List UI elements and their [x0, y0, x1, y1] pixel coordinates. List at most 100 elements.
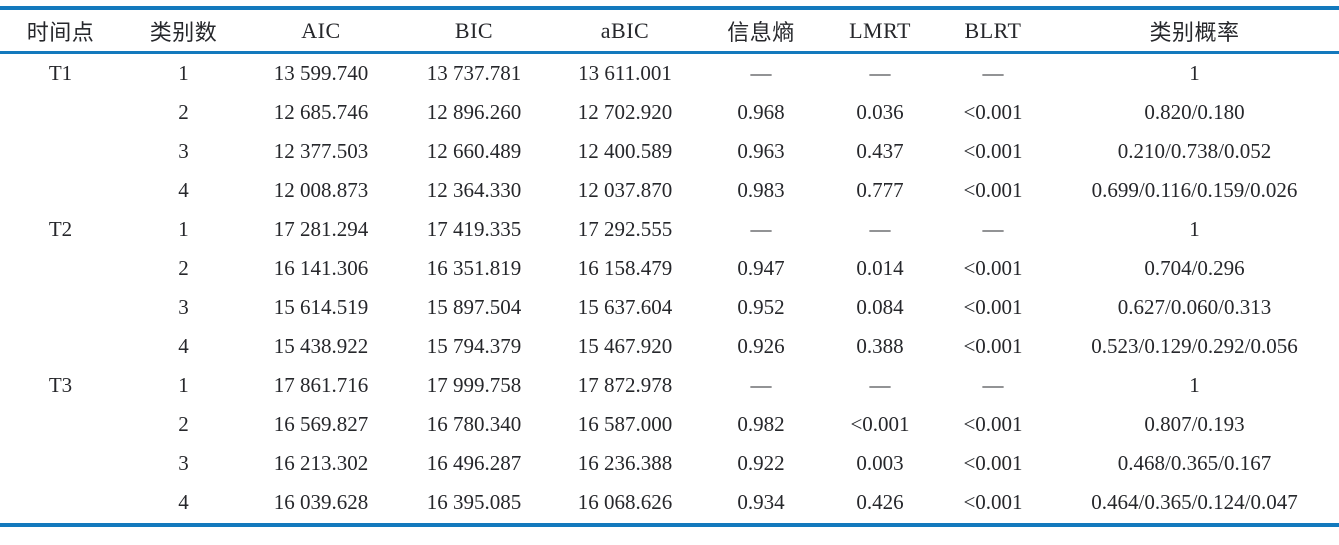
table-cell: 12 896.260 [426, 100, 522, 124]
table-cell: 0.777 [856, 178, 904, 202]
table-cell: 16 351.819 [426, 256, 522, 280]
table-cell: 16 395.085 [426, 490, 522, 514]
table-cell: 3 [178, 295, 189, 319]
table-row: T3 1 17 861.716 17 999.758 17 872.978 — — — 1 [0, 366, 1339, 405]
table-cell: 16 780.340 [426, 412, 522, 436]
table-cell: 12 377.503 [273, 139, 369, 163]
table-cell: — [982, 373, 1004, 397]
table-cell: 16 141.306 [273, 256, 369, 280]
table-bottom-rule [0, 523, 1339, 527]
table-cell: <0.001 [963, 412, 1023, 436]
table-cell: 17 872.978 [577, 373, 673, 397]
table-row: 2 12 685.746 12 896.260 12 702.920 0.968 0.03… [0, 93, 1339, 132]
table-cell: <0.001 [963, 334, 1023, 358]
table-cell: <0.001 [963, 295, 1023, 319]
column-header-2: 类别数 [121, 10, 246, 54]
table-cell: 0.464/0.365/0.124/0.047 [1091, 490, 1298, 514]
table-row: 3 15 614.519 15 897.504 15 637.604 0.952 0.08… [0, 288, 1339, 327]
table-cell: T1 [48, 61, 73, 85]
table-row: 2 16 569.827 16 780.340 16 587.000 0.982 <0.0… [0, 405, 1339, 444]
model-fit-table: 时间点 类别数 AIC BIC aBIC 信息熵 LMRT BLRT 类别概率 T1 1 13 59… [0, 10, 1339, 522]
table-cell [0, 405, 121, 444]
table-cell: 1 [178, 61, 189, 85]
table-cell: 0.947 [737, 256, 785, 280]
table-top-rule [0, 6, 1339, 10]
table-cell: 0.934 [737, 490, 785, 514]
table-row: 4 16 039.628 16 395.085 16 068.626 0.934 0.42… [0, 483, 1339, 522]
table-cell: 17 419.335 [426, 217, 522, 241]
table-cell: 15 467.920 [577, 334, 673, 358]
table-cell: 4 [178, 490, 189, 514]
table-cell: 3 [178, 139, 189, 163]
table-cell: 0.704/0.296 [1144, 256, 1245, 280]
table-cell: — [750, 61, 772, 85]
table-cell: — [982, 61, 1004, 85]
table-cell: 15 614.519 [273, 295, 369, 319]
table-cell: 3 [178, 451, 189, 475]
column-header-9: 类别概率 [1050, 10, 1339, 54]
table-body: T1 1 13 599.740 13 737.781 13 611.001— — —1 2 12… [0, 53, 1339, 523]
table-cell: 0.922 [737, 451, 785, 475]
table-cell: 15 438.922 [273, 334, 369, 358]
header-row: 时间点 类别数 AIC BIC aBIC 信息熵 LMRT BLRT 类别概率 [0, 10, 1339, 54]
table-row: T2 1 17 281.294 17 419.335 17 292.555 — — — 1 [0, 210, 1339, 249]
table-cell [0, 288, 121, 327]
table-cell: 0.983 [737, 178, 785, 202]
table-row: 3 16 213.302 16 496.287 16 236.388 0.922 0.00… [0, 444, 1339, 483]
table-cell: 0.807/0.193 [1144, 412, 1245, 436]
column-header-7: LMRT [824, 10, 936, 54]
table-cell: 0.968 [737, 100, 785, 124]
table-cell: 0.210/0.738/0.052 [1117, 139, 1272, 163]
table-row: 4 15 438.922 15 794.379 15 467.920 0.926 0.38… [0, 327, 1339, 366]
table-cell: 16 587.000 [577, 412, 673, 436]
table-cell: 0.036 [856, 100, 904, 124]
table-cell: 1 [1189, 61, 1200, 85]
table-cell: <0.001 [963, 451, 1023, 475]
table-row: 4 12 008.873 12 364.330 12 037.870 0.983 0.77… [0, 171, 1339, 210]
table-cell: 0.084 [856, 295, 904, 319]
table-row: 3 12 377.503 12 660.489 12 400.589 0.963 0.43… [0, 132, 1339, 171]
table-cell: 0.426 [856, 490, 904, 514]
table-cell: 16 039.628 [273, 490, 369, 514]
table-cell [0, 171, 121, 210]
table-cell: 15 637.604 [577, 295, 673, 319]
table-cell: 17 861.716 [273, 373, 369, 397]
table-cell: <0.001 [963, 100, 1023, 124]
table-cell: 16 496.287 [426, 451, 522, 475]
column-header-3: AIC [246, 10, 396, 54]
table-cell [0, 249, 121, 288]
table-cell [0, 444, 121, 483]
table-cell [0, 132, 121, 171]
table-cell: 0.437 [856, 139, 904, 163]
table-cell: <0.001 [963, 139, 1023, 163]
table-cell: 17 292.555 [577, 217, 673, 241]
table-cell: 17 999.758 [426, 373, 522, 397]
table-cell: <0.001 [850, 412, 910, 436]
table-cell: — [750, 217, 772, 241]
table-cell: 0.014 [856, 256, 904, 280]
table-cell: — [869, 61, 891, 85]
table-cell: 0.699/0.116/0.159/0.026 [1091, 178, 1298, 202]
table-cell [0, 483, 121, 522]
table-cell: — [750, 373, 772, 397]
table-row: T1 1 13 599.740 13 737.781 13 611.001 — — — 1 [0, 53, 1339, 94]
table-cell [0, 327, 121, 366]
table-cell: 12 660.489 [426, 139, 522, 163]
table-cell: <0.001 [963, 178, 1023, 202]
table-cell: 12 685.746 [273, 100, 369, 124]
table-cell: — [869, 217, 891, 241]
table-cell: 4 [178, 334, 189, 358]
table-cell: 1 [178, 373, 189, 397]
column-header-6: 信息熵 [698, 10, 824, 54]
column-header-4: BIC [396, 10, 552, 54]
table-cell: 1 [1189, 373, 1200, 397]
table-cell: 0.952 [737, 295, 785, 319]
table-cell: 0.627/0.060/0.313 [1117, 295, 1272, 319]
table-cell: 16 213.302 [273, 451, 369, 475]
table-cell: 2 [178, 256, 189, 280]
table-cell: — [982, 217, 1004, 241]
table-cell: 0.926 [737, 334, 785, 358]
table-cell: 15 897.504 [426, 295, 522, 319]
column-header-8: BLRT [936, 10, 1050, 54]
table-cell: 0.388 [856, 334, 904, 358]
